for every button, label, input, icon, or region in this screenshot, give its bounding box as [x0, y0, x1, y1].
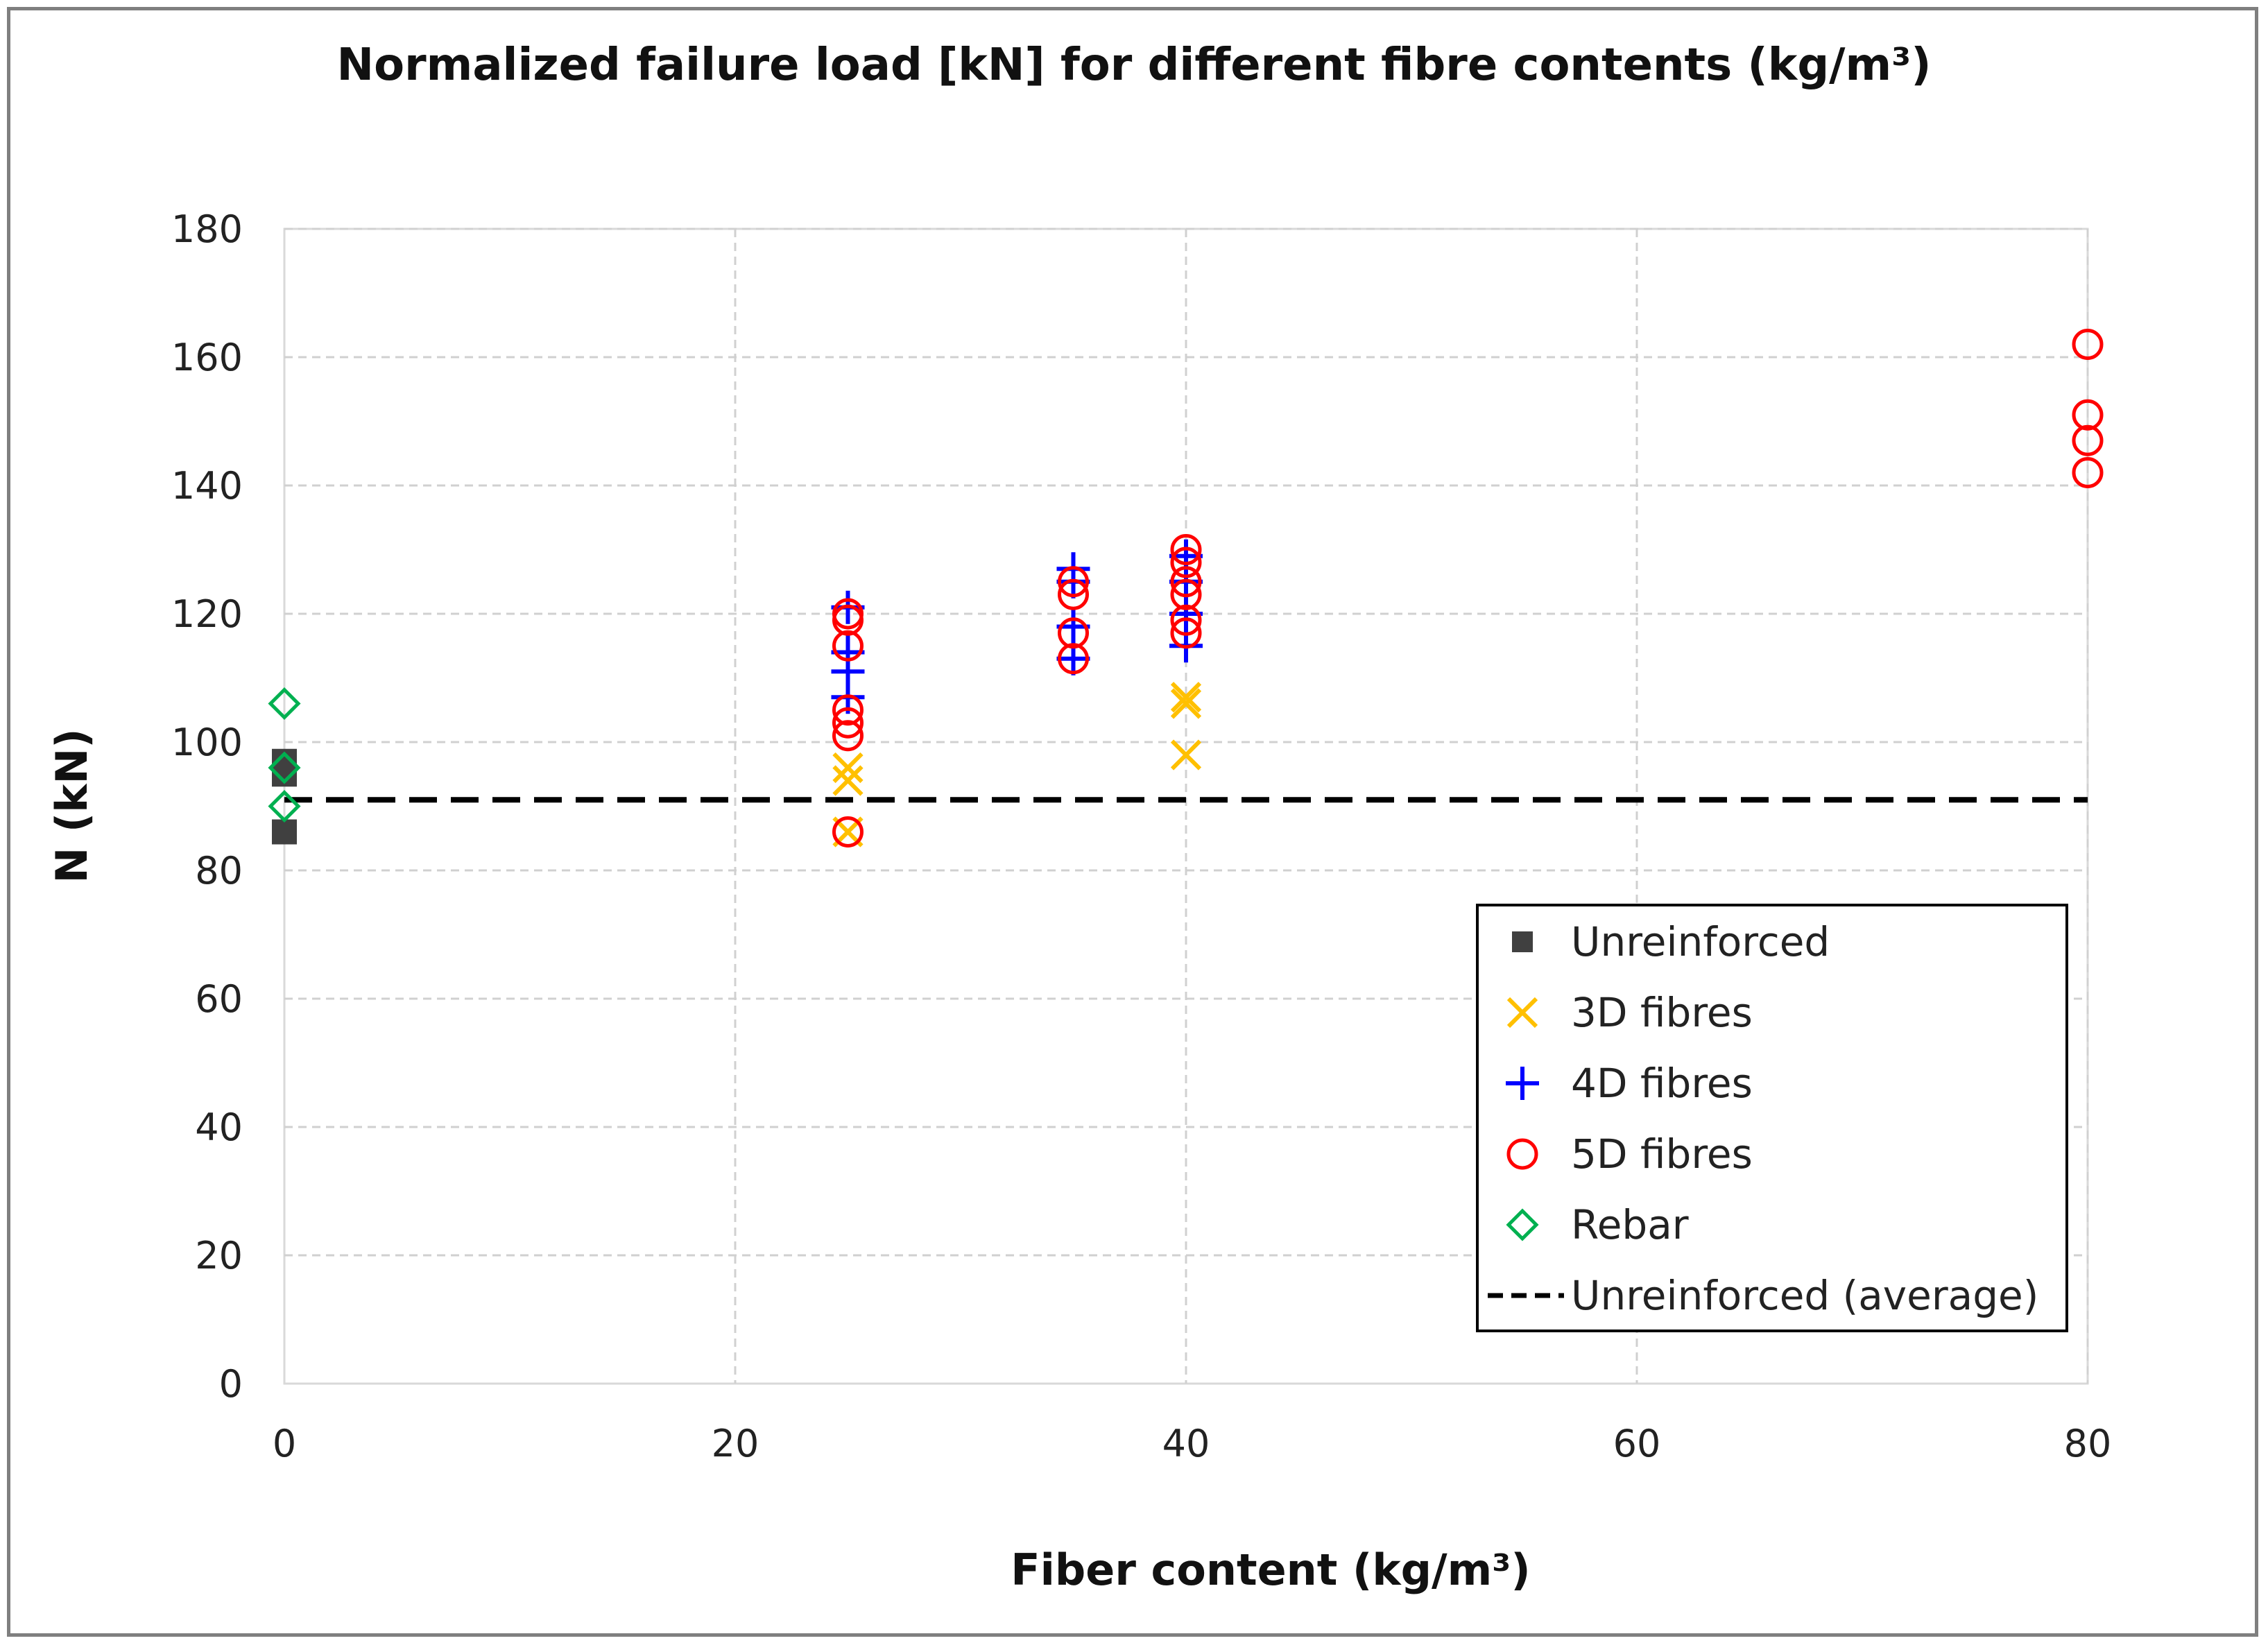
x-tick-label: 20 [712, 1422, 759, 1465]
y-tick-label: 180 [171, 207, 243, 251]
data-point [2072, 329, 2104, 360]
legend-item-5d-fibres: 5D fibres [1506, 1130, 1753, 1178]
data-point [1058, 578, 1089, 610]
data-point [2072, 399, 2104, 431]
legend-label: Rebar [1571, 1201, 1689, 1248]
y-tick-label: 20 [195, 1234, 243, 1277]
legend-marker [1506, 1138, 1538, 1170]
data-point [272, 819, 297, 845]
legend-marker [1506, 1067, 1539, 1100]
legend-label: Unreinforced (average) [1571, 1272, 2038, 1319]
data-point [1170, 682, 1202, 713]
data-point [1170, 604, 1202, 636]
y-tick-label: 60 [195, 977, 243, 1021]
y-axis-title: N (kN) [46, 728, 97, 883]
data-points [268, 329, 2104, 847]
y-tick-label: 120 [171, 592, 243, 636]
data-point [1170, 617, 1202, 649]
x-tick-label: 0 [273, 1422, 296, 1465]
legend-item-unreinforced: Unreinforced [1512, 918, 1830, 965]
data-point [1170, 688, 1202, 719]
data-point [832, 630, 864, 662]
data-point [1170, 578, 1202, 610]
x-tick-label: 80 [2064, 1422, 2112, 1465]
y-tick-label: 0 [219, 1362, 243, 1406]
x-axis-title: Fiber content (kg/m³) [1011, 1545, 1530, 1595]
data-point [1058, 617, 1089, 649]
data-point [1170, 566, 1202, 598]
legend-item-unreinforced-average: Unreinforced (average) [1488, 1272, 2038, 1319]
data-point [1170, 547, 1202, 578]
legend-item-3d-fibres: 3D fibres [1506, 989, 1753, 1036]
x-tick-label: 40 [1162, 1422, 1210, 1465]
x-axis-ticks: 0 20 40 60 80 [273, 1422, 2112, 1465]
data-point [832, 816, 864, 847]
data-point [2072, 457, 2104, 488]
chart-title: Normalized failure load [kN] for differe… [337, 40, 1932, 91]
series-5d-fibres [832, 329, 2104, 847]
y-axis-ticks: 0 20 40 60 80 100 120 140 160 180 [171, 207, 243, 1406]
data-point [268, 789, 301, 823]
data-point [2072, 424, 2104, 456]
legend-label: 5D fibres [1571, 1130, 1753, 1178]
legend-items: Unreinforced 3D fibres 4D fibres 5D fibres R… [1488, 918, 2038, 1319]
data-point [832, 694, 864, 726]
legend: Unreinforced 3D fibres 4D fibres 5D fibres R… [1476, 904, 2068, 1332]
legend-label: 4D fibres [1571, 1060, 1753, 1107]
data-point [268, 751, 301, 784]
series-rebar [268, 687, 301, 823]
data-point [832, 752, 864, 784]
data-point [832, 720, 864, 752]
legend-label: Unreinforced [1571, 918, 1830, 965]
data-point [1058, 566, 1089, 598]
legend-marker [1506, 1208, 1539, 1241]
data-point [1170, 739, 1202, 771]
data-point [1058, 643, 1089, 675]
data-point [832, 598, 864, 630]
y-tick-label: 40 [195, 1105, 243, 1149]
data-point [268, 687, 301, 721]
x-tick-label: 60 [1613, 1422, 1661, 1465]
data-point [1170, 534, 1202, 565]
legend-label: 3D fibres [1571, 989, 1753, 1036]
legend-marker [1512, 931, 1533, 952]
legend-item-rebar: Rebar [1506, 1201, 1689, 1248]
y-tick-label: 140 [171, 464, 243, 508]
legend-marker [1506, 997, 1538, 1029]
data-point [832, 707, 864, 739]
y-tick-label: 80 [195, 849, 243, 893]
legend-box [1476, 904, 2068, 1332]
y-tick-label: 160 [171, 336, 243, 379]
data-point [832, 765, 864, 796]
y-tick-label: 100 [171, 721, 243, 764]
legend-item-4d-fibres: 4D fibres [1506, 1060, 1753, 1107]
